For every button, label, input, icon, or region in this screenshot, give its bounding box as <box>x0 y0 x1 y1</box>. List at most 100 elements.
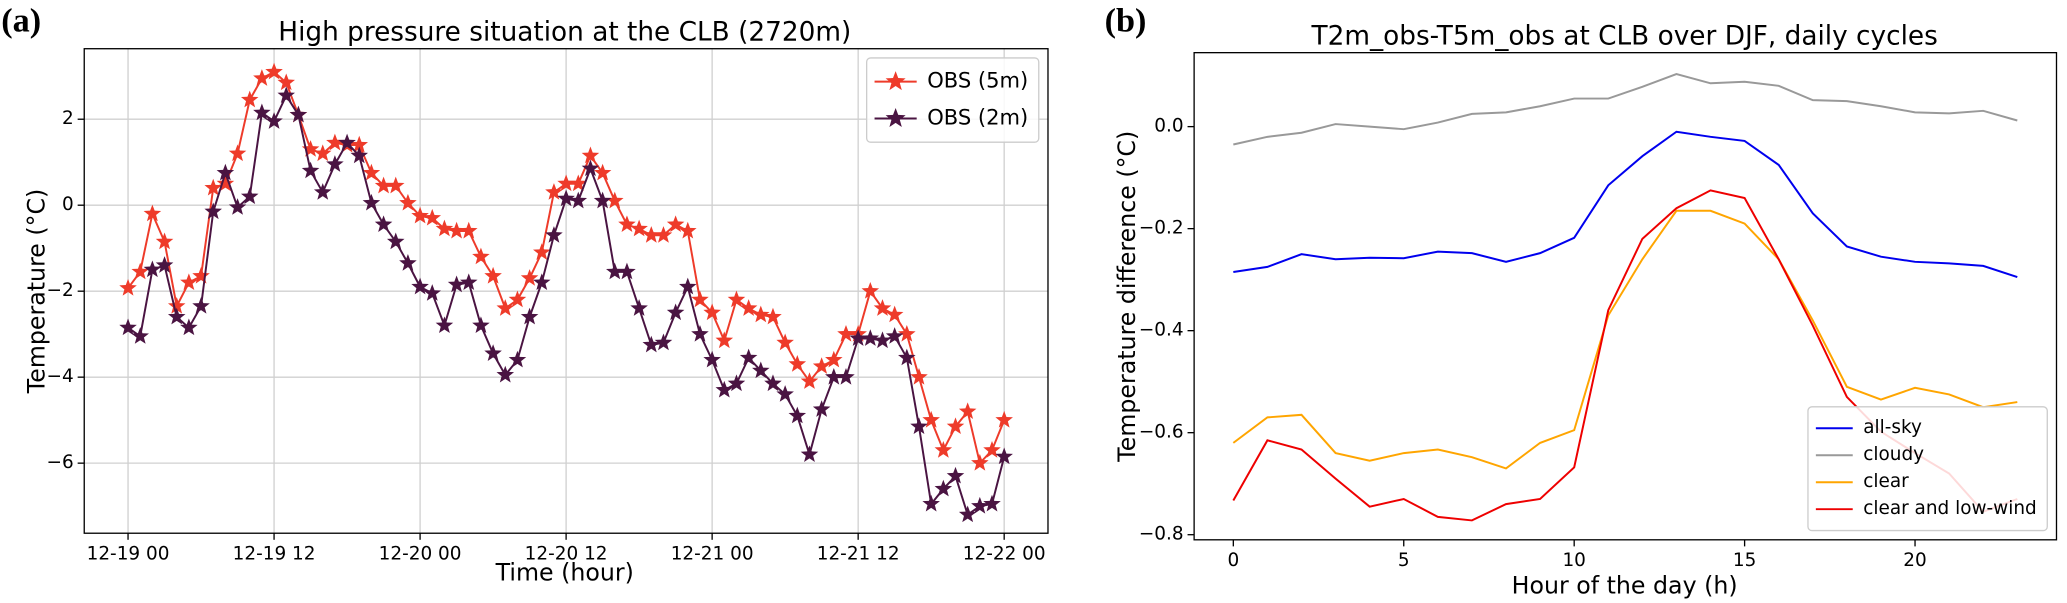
marker <box>739 348 758 366</box>
marker <box>654 333 673 351</box>
marker <box>265 112 283 129</box>
marker <box>472 247 490 265</box>
legend-label: clear and low-wind <box>1863 498 2036 519</box>
marker <box>180 273 198 291</box>
marker <box>496 299 515 316</box>
marker <box>326 155 344 172</box>
marker <box>192 297 210 314</box>
series-line <box>1232 209 2018 470</box>
plot-frame <box>1193 52 2058 541</box>
marker <box>374 176 393 194</box>
marker <box>569 174 588 192</box>
y-axis-label: Temperature (°C) <box>23 189 51 394</box>
marker <box>253 103 271 121</box>
marker <box>958 402 977 420</box>
marker <box>983 441 1001 458</box>
marker <box>703 303 721 321</box>
marker <box>520 307 539 325</box>
y-tick-label: −0.2 <box>1139 218 1184 239</box>
marker <box>386 176 405 194</box>
legend-label: cloudy <box>1863 444 1924 465</box>
marker <box>119 318 137 336</box>
x-tick-label: 0 <box>1227 550 1239 571</box>
marker <box>776 385 794 402</box>
legend-marker <box>885 107 906 128</box>
marker <box>593 191 612 209</box>
marker <box>265 62 283 80</box>
marker <box>739 299 758 316</box>
marker <box>362 193 381 211</box>
marker <box>873 331 892 349</box>
marker <box>898 348 916 366</box>
marker <box>228 144 247 162</box>
marker <box>192 266 210 284</box>
marker <box>898 324 916 342</box>
marker <box>922 410 940 428</box>
marker <box>581 146 600 164</box>
marker <box>569 191 588 209</box>
marker <box>301 161 320 179</box>
marker <box>727 374 746 392</box>
y-tick-label: 2 <box>62 108 74 129</box>
marker <box>995 447 1013 465</box>
marker <box>326 133 344 151</box>
marker <box>533 273 551 291</box>
marker <box>630 219 648 237</box>
marker <box>204 178 222 196</box>
marker <box>386 232 405 250</box>
marker <box>459 221 478 239</box>
x-axis-label: Hour of the day (h) <box>1512 572 1738 600</box>
marker <box>825 367 843 385</box>
marker <box>253 69 271 86</box>
marker <box>885 305 904 323</box>
marker <box>971 453 989 471</box>
marker <box>885 327 904 344</box>
legend-marker <box>885 71 906 91</box>
marker <box>666 303 685 321</box>
marker <box>630 299 648 316</box>
marker <box>764 307 782 325</box>
marker <box>289 105 308 123</box>
marker <box>837 324 855 342</box>
x-tick-label: 10 <box>1562 550 1585 571</box>
chart-title: T2m_obs-T5m_obs at CLB over DJF, daily c… <box>1310 21 1937 51</box>
marker <box>873 299 892 316</box>
marker <box>228 198 247 215</box>
y-tick-label: −0.4 <box>1139 320 1184 341</box>
marker <box>837 367 855 385</box>
marker <box>752 305 770 323</box>
marker <box>971 496 989 514</box>
marker <box>167 307 186 325</box>
marker <box>350 146 369 164</box>
series-line <box>1233 130 2018 279</box>
marker <box>301 140 320 157</box>
marker <box>508 350 527 368</box>
marker <box>131 327 149 344</box>
marker <box>934 441 953 458</box>
marker <box>788 355 807 372</box>
marker <box>654 226 673 243</box>
x-tick-label: 12-20 00 <box>379 543 462 564</box>
marker <box>691 290 709 308</box>
legend-label: clear <box>1863 471 1909 492</box>
marker <box>715 331 734 349</box>
marker <box>155 232 174 250</box>
marker <box>691 324 709 342</box>
marker <box>910 367 928 385</box>
marker <box>679 221 697 239</box>
marker <box>180 318 198 336</box>
marker <box>752 361 770 379</box>
legend-label: OBS (2m) <box>927 104 1028 129</box>
marker <box>131 262 149 280</box>
marker <box>666 215 685 232</box>
marker <box>240 90 259 108</box>
marker <box>143 260 162 278</box>
marker <box>350 135 369 153</box>
x-tick-label: 15 <box>1733 550 1756 571</box>
marker <box>593 163 612 181</box>
series-line <box>1233 73 2018 146</box>
marker <box>776 333 794 351</box>
marker <box>581 159 600 177</box>
marker <box>946 417 965 435</box>
